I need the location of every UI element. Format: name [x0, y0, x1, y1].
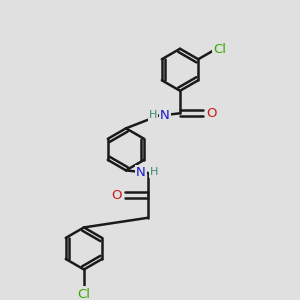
Text: N: N [160, 109, 170, 122]
Text: H: H [150, 167, 158, 177]
Text: N: N [136, 166, 146, 179]
Text: Cl: Cl [77, 288, 90, 300]
Text: O: O [206, 107, 217, 120]
Text: H: H [148, 110, 157, 120]
Text: Cl: Cl [214, 43, 226, 56]
Text: O: O [111, 189, 121, 202]
